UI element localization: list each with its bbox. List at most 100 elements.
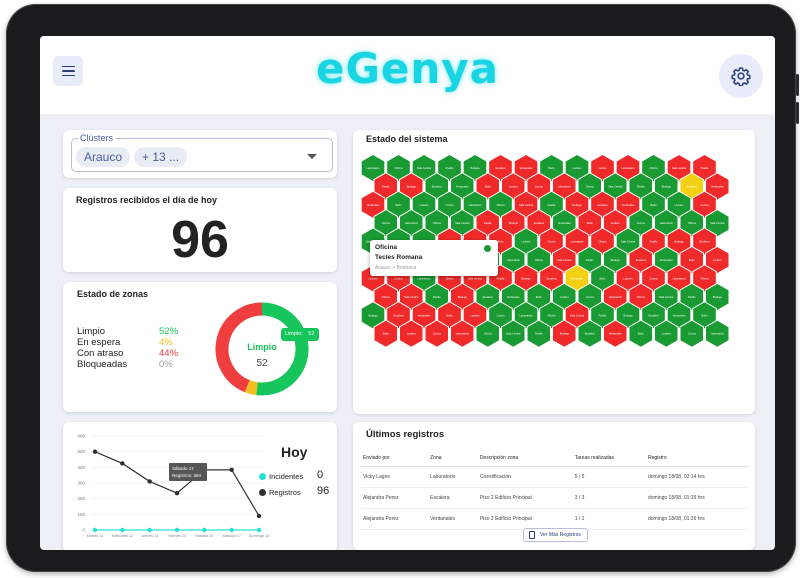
zone-hex[interactable] — [679, 282, 704, 312]
zone-hex[interactable] — [488, 301, 513, 330]
zone-hex[interactable] — [628, 282, 653, 312]
clusters-select[interactable]: Clústers Arauco + 13 ... — [71, 133, 333, 172]
zone-hex[interactable] — [641, 264, 666, 293]
zone-hex[interactable] — [590, 153, 615, 183]
zone-hex[interactable] — [475, 282, 500, 312]
zone-hex[interactable] — [360, 153, 386, 183]
zone-hex[interactable] — [488, 190, 513, 219]
zone-hex[interactable] — [628, 172, 653, 201]
zone-hex[interactable] — [552, 209, 577, 238]
zone-hex[interactable] — [437, 301, 462, 330]
zone-hex[interactable] — [373, 282, 398, 312]
zone-hex[interactable] — [564, 227, 590, 256]
zone-hex[interactable] — [450, 172, 475, 201]
zone-hex[interactable] — [590, 190, 615, 219]
zone-hex[interactable] — [666, 264, 692, 293]
zone-hex[interactable] — [654, 319, 679, 348]
zone-hex[interactable] — [501, 282, 526, 312]
data-point-incidentes[interactable] — [202, 527, 207, 533]
zone-hex[interactable] — [373, 172, 398, 201]
data-point-registros[interactable] — [174, 490, 180, 496]
zone-hex[interactable] — [450, 209, 475, 238]
zone-hex[interactable] — [705, 245, 730, 275]
zone-hex[interactable] — [513, 153, 539, 183]
zone-hex[interactable] — [501, 209, 526, 238]
zone-hex[interactable] — [462, 153, 488, 183]
zone-hex[interactable] — [679, 209, 704, 238]
zone-hex[interactable] — [705, 209, 730, 238]
zone-hex[interactable] — [437, 190, 462, 219]
zone-hex[interactable] — [450, 282, 475, 312]
zone-hex[interactable] — [666, 227, 692, 256]
zone-hex[interactable] — [526, 172, 551, 201]
data-point-registros[interactable] — [92, 449, 98, 454]
donut-segment-limpio[interactable] — [256, 302, 309, 396]
zone-hex[interactable] — [399, 209, 424, 238]
zone-hex[interactable] — [628, 209, 653, 238]
zone-hex[interactable] — [399, 172, 424, 201]
zone-hex[interactable] — [615, 190, 641, 219]
zone-hex[interactable] — [475, 209, 500, 238]
ver-mas-registros-button[interactable]: Ver Más Registros — [523, 528, 588, 542]
zone-hex[interactable] — [475, 319, 500, 348]
zone-hex[interactable] — [641, 227, 666, 256]
zone-hex[interactable] — [654, 282, 679, 312]
zone-hex[interactable] — [666, 301, 692, 330]
zone-hex[interactable] — [424, 282, 449, 312]
cluster-chip[interactable]: Arauco — [76, 147, 131, 167]
zone-hex[interactable] — [552, 245, 577, 275]
zone-hex[interactable] — [679, 245, 704, 275]
zone-hex[interactable] — [679, 319, 704, 348]
zone-hex[interactable] — [615, 301, 641, 330]
zone-hex[interactable] — [386, 190, 411, 219]
zone-hex[interactable] — [641, 301, 666, 330]
zone-hex[interactable] — [475, 172, 500, 201]
table-row[interactable]: Alejandra Perez Escalera Piso 2 Edificio… — [361, 487, 749, 509]
menu-button[interactable] — [53, 56, 83, 86]
zone-hex[interactable] — [501, 319, 526, 348]
zone-hex[interactable] — [539, 153, 564, 183]
zone-hex[interactable] — [603, 319, 628, 348]
zone-hex[interactable] — [552, 282, 577, 312]
cluster-more-chip[interactable]: + 13 ... — [134, 147, 188, 167]
zone-hex[interactable] — [692, 190, 717, 219]
data-point-incidentes[interactable] — [229, 527, 234, 533]
zone-hex[interactable] — [462, 301, 488, 330]
zone-hex[interactable] — [411, 153, 437, 183]
zone-hex[interactable] — [603, 282, 628, 312]
zone-hex[interactable] — [654, 245, 679, 275]
zone-hex[interactable] — [564, 190, 590, 219]
zone-hex[interactable] — [501, 172, 526, 201]
zone-hex[interactable] — [513, 190, 539, 219]
zone-hex[interactable] — [641, 190, 666, 219]
data-point-registros[interactable] — [147, 479, 152, 484]
zone-hex[interactable] — [373, 319, 398, 348]
zone-hex[interactable] — [539, 227, 564, 256]
zone-hex[interactable] — [450, 319, 475, 348]
zone-hex[interactable] — [539, 264, 564, 293]
chevron-down-icon[interactable] — [307, 154, 317, 159]
zone-hex[interactable] — [666, 153, 692, 183]
data-point-incidentes[interactable] — [92, 527, 98, 533]
zone-hex[interactable] — [705, 172, 730, 201]
zone-hex[interactable] — [386, 153, 411, 183]
zone-hex[interactable] — [654, 209, 679, 238]
zone-hex[interactable] — [552, 172, 577, 201]
zone-hex[interactable] — [577, 282, 602, 312]
zone-hex[interactable] — [692, 227, 717, 256]
zone-hex[interactable] — [526, 282, 551, 312]
zone-hex[interactable] — [654, 172, 679, 201]
zone-hex[interactable] — [628, 319, 653, 348]
zone-hex[interactable] — [615, 153, 641, 183]
zone-hex[interactable] — [577, 319, 602, 348]
zone-hex[interactable] — [513, 301, 539, 330]
zone-hex[interactable] — [526, 245, 551, 275]
data-point-incidentes[interactable] — [174, 527, 180, 533]
zone-hex[interactable] — [679, 172, 704, 201]
zone-hex[interactable] — [539, 190, 564, 219]
settings-button[interactable] — [719, 54, 763, 98]
zone-hex[interactable] — [552, 319, 577, 348]
zone-hex[interactable] — [399, 319, 424, 348]
zone-hex[interactable] — [411, 301, 437, 330]
data-point-registros[interactable] — [256, 513, 262, 519]
